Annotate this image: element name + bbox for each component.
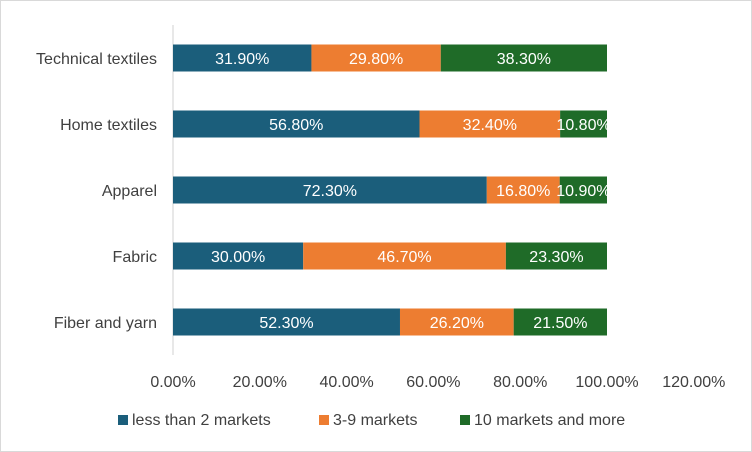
data-label: 30.00% xyxy=(211,249,265,266)
data-label: 52.30% xyxy=(259,315,313,332)
category-label: Fiber and yarn xyxy=(54,315,157,332)
data-label: 38.30% xyxy=(497,51,551,68)
x-tick-label: 40.00% xyxy=(319,374,373,391)
legend-label: less than 2 markets xyxy=(132,412,271,429)
data-label: 29.80% xyxy=(349,51,403,68)
legend-swatch xyxy=(118,415,128,425)
data-label: 23.30% xyxy=(529,249,583,266)
data-label: 31.90% xyxy=(215,51,269,68)
data-label: 32.40% xyxy=(463,117,517,134)
bar-segment xyxy=(560,110,607,138)
data-label: 10.80% xyxy=(556,117,610,134)
bar-segment xyxy=(559,176,607,204)
x-tick-label: 80.00% xyxy=(493,374,547,391)
bar-segment xyxy=(173,110,420,138)
x-tick-label: 0.00% xyxy=(150,374,195,391)
data-label: 21.50% xyxy=(533,315,587,332)
bar-segment xyxy=(513,308,607,336)
x-tick-label: 100.00% xyxy=(575,374,638,391)
category-label: Fabric xyxy=(113,249,157,266)
category-label: Technical textiles xyxy=(36,51,157,68)
bar-segment xyxy=(173,242,304,270)
data-label: 46.70% xyxy=(377,249,431,266)
category-label: Apparel xyxy=(102,183,157,200)
x-tick-label: 20.00% xyxy=(233,374,287,391)
bar-segment xyxy=(173,308,400,336)
bar-segment xyxy=(440,44,607,72)
bar-segment xyxy=(173,176,487,204)
data-label: 72.30% xyxy=(303,183,357,200)
legend-swatch xyxy=(319,415,329,425)
x-tick-label: 60.00% xyxy=(406,374,460,391)
legend-label: 10 markets and more xyxy=(474,412,625,429)
data-label: 26.20% xyxy=(430,315,484,332)
bar-segment xyxy=(486,176,560,204)
bar-segment xyxy=(303,242,506,270)
data-label: 10.90% xyxy=(556,183,610,200)
legend-swatch xyxy=(460,415,470,425)
legend-label: 3-9 markets xyxy=(333,412,417,429)
bar-segment xyxy=(505,242,607,270)
category-label: Home textiles xyxy=(60,117,157,134)
bar-segment xyxy=(173,44,312,72)
x-tick-label: 120.00% xyxy=(662,374,725,391)
bar-segment xyxy=(399,308,514,336)
bar-segment xyxy=(311,44,441,72)
bar-segment xyxy=(419,110,561,138)
data-label: 16.80% xyxy=(496,183,550,200)
data-label: 56.80% xyxy=(269,117,323,134)
